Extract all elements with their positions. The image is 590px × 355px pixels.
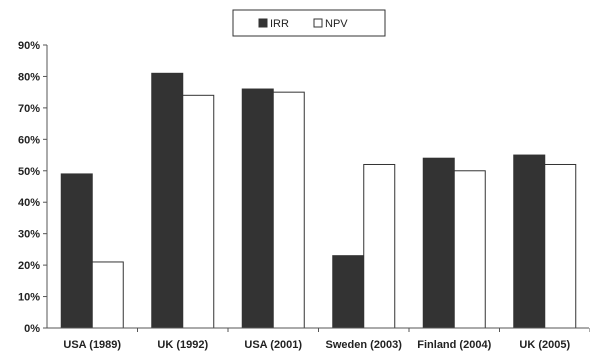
y-tick-label: 90% — [18, 40, 40, 52]
y-tick-label: 40% — [18, 197, 40, 209]
legend-swatch-npv — [313, 18, 323, 28]
y-tick-label: 20% — [18, 260, 40, 272]
bar-npv-2 — [272, 91, 305, 329]
y-tick-label: 0% — [24, 323, 40, 335]
y-tick-label: 10% — [18, 292, 40, 304]
x-tick-label: Finland (2004) — [417, 339, 491, 351]
y-tick-label: 60% — [18, 134, 40, 146]
x-tick-label: Sweden (2003) — [326, 339, 403, 351]
y-tick-label: 50% — [18, 166, 40, 178]
bar-irr-4 — [422, 157, 455, 329]
legend-swatch-irr — [258, 18, 268, 28]
bar-irr-2 — [241, 88, 274, 329]
legend-label-irr: IRR — [270, 18, 289, 30]
y-tick-label: 70% — [18, 103, 40, 115]
x-tick-label: UK (1992) — [157, 339, 208, 351]
bar-npv-3 — [363, 163, 396, 329]
x-axis: USA (1989) UK (1992) USA (2001) Sweden (200… — [47, 327, 590, 351]
legend-box — [232, 9, 386, 37]
bar-irr-0 — [60, 173, 93, 329]
bar-irr-1 — [151, 72, 184, 329]
legend: IRR NPV — [232, 9, 386, 37]
x-tick-label: UK (2005) — [519, 339, 570, 351]
bar-npv-0 — [91, 261, 124, 329]
x-tick-label: USA (2001) — [244, 339, 302, 351]
bars — [60, 72, 577, 329]
y-axis: 0% 10% 20% 30% 40% 50% 60% 70% 80% 90% — [18, 40, 48, 335]
legend-label-npv: NPV — [325, 18, 348, 30]
x-tick-label: USA (1989) — [63, 339, 121, 351]
y-tick-label: 30% — [18, 229, 40, 241]
bar-irr-5 — [513, 154, 546, 329]
bar-npv-1 — [182, 94, 215, 329]
bar-irr-3 — [332, 255, 365, 329]
bar-npv-5 — [544, 163, 577, 329]
bar-npv-4 — [453, 170, 486, 329]
y-tick-label: 80% — [18, 71, 40, 83]
